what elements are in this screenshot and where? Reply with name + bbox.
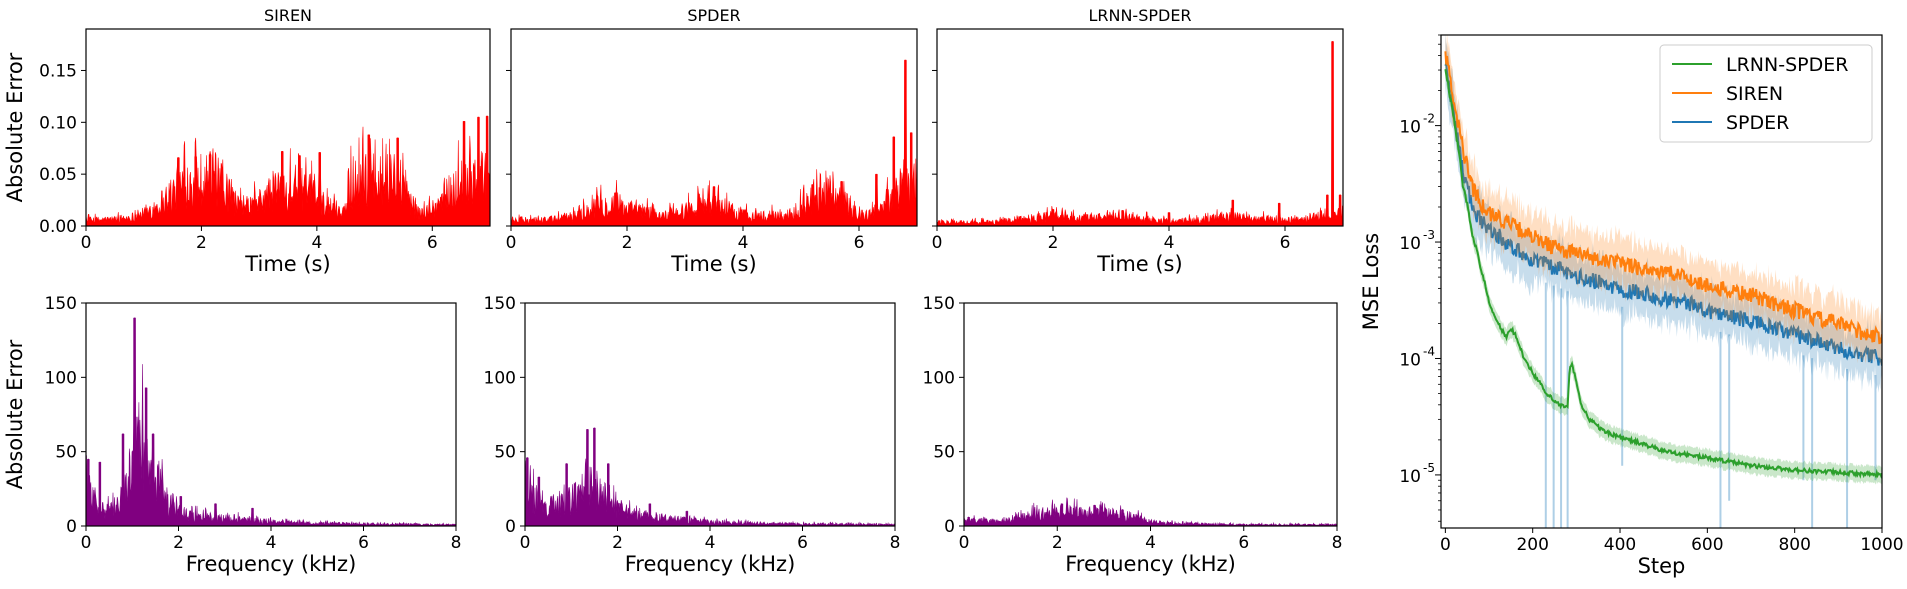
legend-label-spder: SPDER bbox=[1726, 112, 1789, 134]
y-tick-label-siren_freq-1: 50 bbox=[55, 443, 77, 463]
x-tick-label-spder_freq-4: 8 bbox=[890, 533, 901, 553]
x-axis-label-lrnn_freq: Frequency (kHz) bbox=[1065, 552, 1236, 576]
x-tick-label-mse-loss-0: 0 bbox=[1440, 535, 1451, 555]
x-axis-label-siren_freq: Frequency (kHz) bbox=[186, 552, 357, 576]
y-tick-label-siren_freq-0: 0 bbox=[66, 517, 77, 537]
x-tick-label-mse-loss-3: 600 bbox=[1691, 535, 1723, 555]
x-tick-label-siren_time-1: 2 bbox=[196, 233, 207, 253]
x-axis-label-spder_freq: Frequency (kHz) bbox=[625, 552, 796, 576]
x-tick-label-siren_freq-4: 8 bbox=[451, 533, 462, 553]
loss-line-spder bbox=[1444, 63, 1882, 366]
x-tick-label-spder_time-3: 6 bbox=[854, 233, 865, 253]
x-tick-label-lrnn_time-0: 0 bbox=[932, 233, 943, 253]
loss-line-lrnn-spder bbox=[1444, 69, 1882, 479]
x-tick-label-lrnn_time-2: 4 bbox=[1164, 233, 1175, 253]
y-tick-label-siren_time-2: 0.10 bbox=[39, 113, 77, 133]
axes-frame-siren_time bbox=[85, 28, 491, 227]
y-tick-label-lrnn_freq-2: 100 bbox=[923, 368, 955, 388]
y-tick-label-spder_freq-0: 0 bbox=[505, 517, 516, 537]
subplot-title-siren_time: SIREN bbox=[264, 6, 312, 25]
x-tick-label-lrnn_freq-1: 2 bbox=[1052, 533, 1063, 553]
x-axis-label-siren_time: Time (s) bbox=[244, 252, 330, 276]
x-tick-label-lrnn_freq-2: 4 bbox=[1145, 533, 1156, 553]
y-tick-exponent-mse-loss-3: -2 bbox=[1423, 112, 1435, 126]
x-tick-label-siren_time-0: 0 bbox=[81, 233, 92, 253]
legend-label-siren: SIREN bbox=[1726, 83, 1783, 105]
x-axis-label-lrnn_time: Time (s) bbox=[1096, 252, 1182, 276]
x-tick-label-mse-loss-1: 200 bbox=[1516, 535, 1548, 555]
loss-band-spder bbox=[1445, 35, 1882, 393]
x-tick-label-spder_time-0: 0 bbox=[506, 233, 517, 253]
loss-plot-area bbox=[1444, 35, 1882, 528]
y-tick-label-siren_time-3: 0.15 bbox=[39, 61, 77, 81]
x-tick-label-spder_freq-0: 0 bbox=[520, 533, 531, 553]
y-axis-label-mse-loss: MSE Loss bbox=[1359, 233, 1383, 330]
y-tick-label-siren_freq-3: 150 bbox=[45, 294, 77, 314]
x-tick-label-spder_freq-1: 2 bbox=[612, 533, 623, 553]
y-axis-label-siren_freq: Absolute Error bbox=[3, 339, 27, 489]
x-tick-label-lrnn_time-3: 6 bbox=[1280, 233, 1291, 253]
x-tick-label-lrnn_freq-4: 8 bbox=[1332, 533, 1343, 553]
y-tick-label-mse-loss-0: 10 bbox=[1399, 467, 1421, 487]
x-tick-label-spder_time-2: 4 bbox=[738, 233, 749, 253]
x-tick-label-spder_freq-2: 4 bbox=[705, 533, 716, 553]
axes-frame-spder_time bbox=[510, 28, 918, 227]
x-axis-label-spder_time: Time (s) bbox=[670, 252, 756, 276]
legend-box bbox=[1659, 44, 1873, 143]
y-axis-label-siren_time: Absolute Error bbox=[3, 52, 27, 202]
y-tick-label-siren_time-1: 0.05 bbox=[39, 165, 77, 185]
y-tick-label-mse-loss-3: 10 bbox=[1399, 118, 1421, 138]
x-tick-label-siren_freq-3: 6 bbox=[358, 533, 369, 553]
x-axis-label-mse-loss: Step bbox=[1638, 554, 1686, 578]
error-area-siren_freq bbox=[85, 317, 457, 527]
x-tick-label-spder_freq-3: 6 bbox=[797, 533, 808, 553]
error-area-lrnn_time bbox=[936, 41, 1344, 227]
loss-band-siren bbox=[1445, 35, 1882, 365]
y-tick-exponent-mse-loss-1: -4 bbox=[1423, 344, 1435, 358]
x-tick-label-lrnn_freq-3: 6 bbox=[1238, 533, 1249, 553]
y-tick-label-lrnn_freq-3: 150 bbox=[923, 294, 955, 314]
y-tick-label-lrnn_freq-1: 50 bbox=[933, 443, 955, 463]
x-tick-label-mse-loss-5: 1000 bbox=[1860, 535, 1903, 555]
axes-frame-mse-loss bbox=[1440, 34, 1883, 529]
x-tick-label-siren_freq-2: 4 bbox=[266, 533, 277, 553]
y-tick-label-siren_time-0: 0.00 bbox=[39, 217, 77, 237]
x-tick-label-lrnn_freq-0: 0 bbox=[959, 533, 970, 553]
x-tick-label-siren_freq-1: 2 bbox=[173, 533, 184, 553]
x-tick-label-spder_time-1: 2 bbox=[622, 233, 633, 253]
loss-line-siren bbox=[1444, 51, 1882, 345]
y-tick-label-spder_freq-1: 50 bbox=[494, 443, 516, 463]
error-area-siren_time bbox=[85, 115, 491, 227]
legend-label-lrnn-spder: LRNN-SPDER bbox=[1726, 54, 1848, 76]
y-tick-label-lrnn_freq-0: 0 bbox=[944, 517, 955, 537]
y-tick-label-mse-loss-2: 10 bbox=[1399, 234, 1421, 254]
x-tick-label-mse-loss-4: 800 bbox=[1778, 535, 1810, 555]
y-tick-exponent-mse-loss-0: -5 bbox=[1423, 461, 1435, 475]
error-area-spder_freq bbox=[524, 427, 896, 527]
x-tick-label-lrnn_time-1: 2 bbox=[1048, 233, 1059, 253]
x-tick-label-siren_freq-0: 0 bbox=[81, 533, 92, 553]
x-tick-label-siren_time-2: 4 bbox=[311, 233, 322, 253]
y-tick-label-spder_freq-2: 100 bbox=[484, 368, 516, 388]
axes-frame-lrnn_time bbox=[936, 28, 1344, 227]
y-tick-label-spder_freq-3: 150 bbox=[484, 294, 516, 314]
subplot-title-lrnn_time: LRNN-SPDER bbox=[1088, 6, 1191, 25]
x-tick-label-siren_time-3: 6 bbox=[427, 233, 438, 253]
y-tick-label-mse-loss-1: 10 bbox=[1399, 350, 1421, 370]
x-tick-label-mse-loss-2: 400 bbox=[1604, 535, 1636, 555]
error-area-lrnn_freq bbox=[963, 497, 1338, 527]
axes-frame-lrnn_freq bbox=[963, 302, 1338, 527]
y-tick-exponent-mse-loss-2: -3 bbox=[1423, 228, 1435, 242]
y-tick-label-siren_freq-2: 100 bbox=[45, 368, 77, 388]
subplot-title-spder_time: SPDER bbox=[687, 6, 740, 25]
